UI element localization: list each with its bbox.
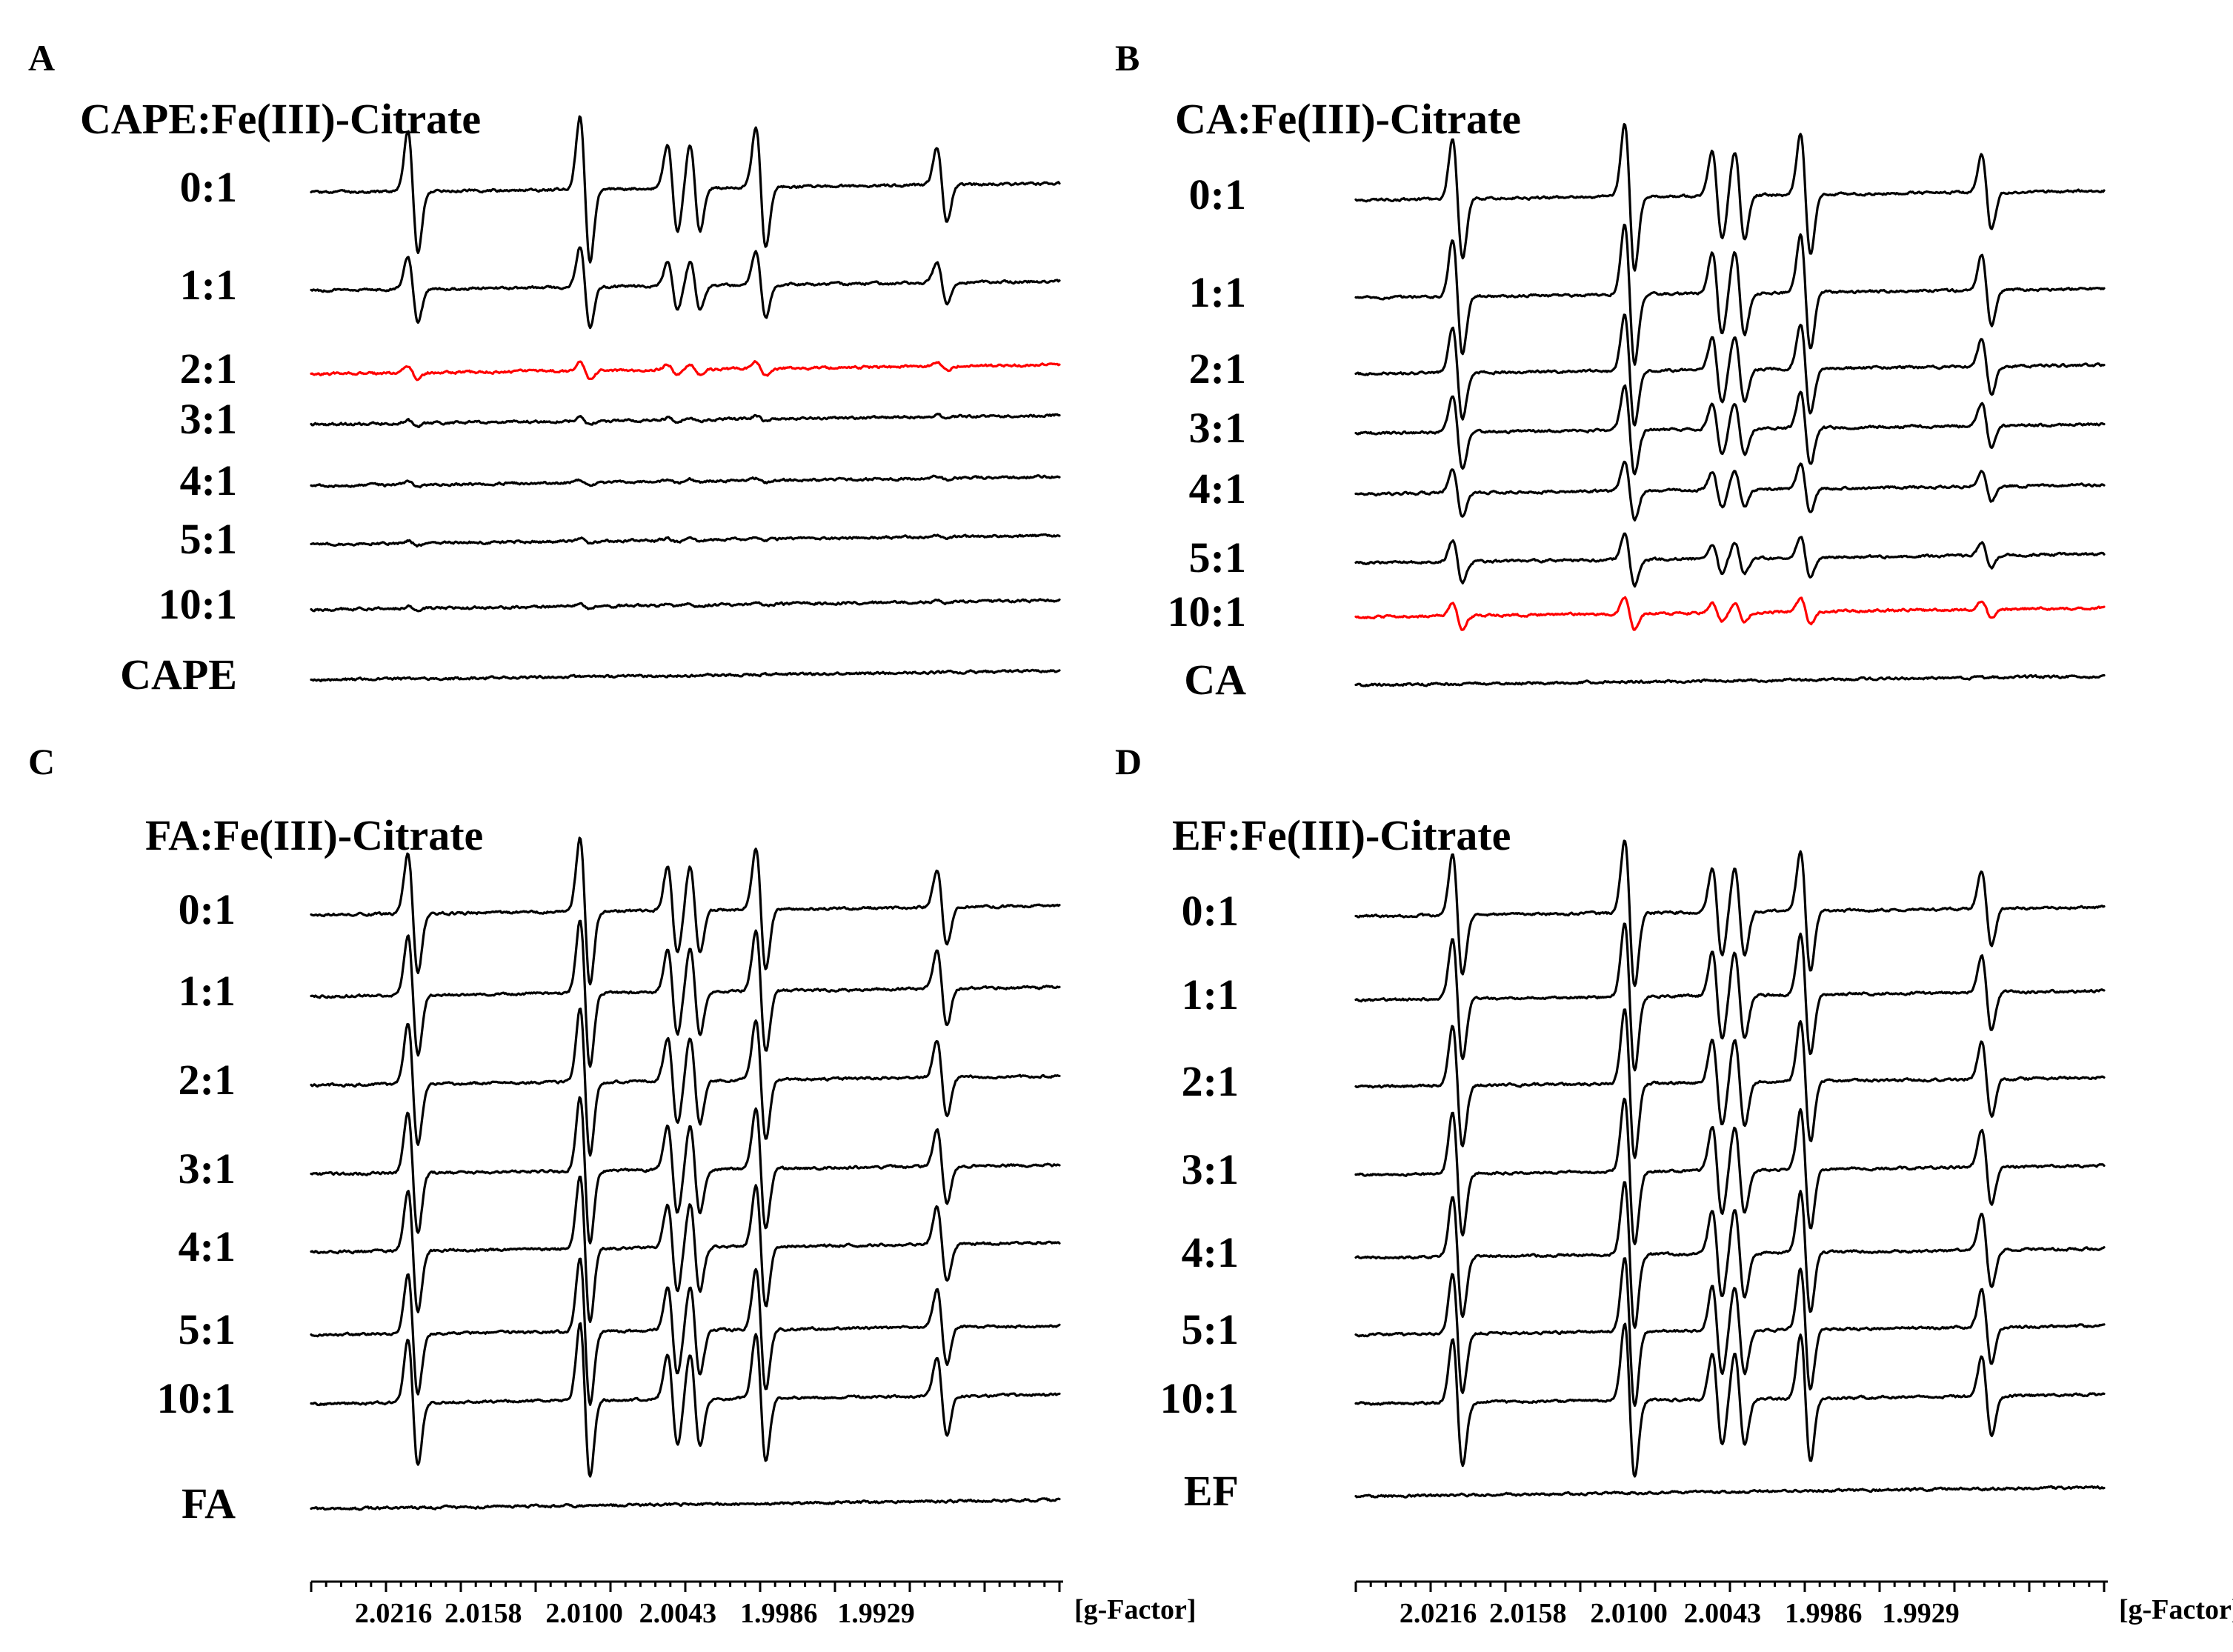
x-axis-label: [g-Factor]: [2119, 1594, 2233, 1625]
series-label: 10:1: [1168, 587, 1246, 636]
spectrum-trace: [310, 360, 1061, 382]
x-tick-label: 1.9986: [740, 1598, 818, 1629]
series-label: 10:1: [1160, 1374, 1239, 1422]
panel-title: EF:Fe(III)-Citrate: [1172, 811, 1511, 859]
spectrum-trace: [1354, 313, 2106, 427]
panel-letter: B: [1115, 37, 1139, 79]
spectrum-trace: [1354, 384, 2106, 476]
x-tick-label: 1.9929: [1882, 1598, 1960, 1629]
panel-d: D EF:Fe(III)-Citrate 0:1 1:1 2:1 3:1 4:1 5:1 1…: [1115, 741, 2233, 1629]
series-label: 1:1: [1189, 268, 1246, 316]
spectrum-trace: [310, 246, 1061, 330]
series-label: 0:1: [179, 885, 236, 933]
panel-title: CA:Fe(III)-Citrate: [1175, 95, 1521, 143]
series-label: FA: [182, 1479, 236, 1528]
panel-letter: C: [28, 741, 55, 782]
spectrum-trace: [310, 1322, 1061, 1478]
series-label: 1:1: [180, 261, 237, 309]
series-label: 3:1: [180, 395, 237, 443]
x-tick-label: 1.9929: [837, 1598, 915, 1629]
spectrum-trace: [1354, 532, 2106, 588]
spectrum-trace: [1354, 223, 2106, 366]
x-tick-label: 2.0158: [1489, 1598, 1567, 1629]
series-label: 3:1: [179, 1145, 236, 1193]
spectrum-trace: [1354, 460, 2106, 522]
panel-title: FA:Fe(III)-Citrate: [145, 811, 483, 859]
spectrum-trace: [1354, 123, 2106, 272]
series-label: 2:1: [179, 1056, 236, 1104]
spectrum-trace: [310, 1176, 1061, 1323]
panel-c: C FA:Fe(III)-Citrate 0:1 1:1 2:1 3:1 4:1 5:1 1…: [28, 741, 1197, 1629]
x-tick-label: 2.0158: [445, 1598, 522, 1629]
series-label: 2:1: [1189, 344, 1246, 393]
series-label: 0:1: [180, 163, 237, 211]
x-tick-label: 2.0100: [545, 1598, 623, 1629]
series-label: 5:1: [1182, 1305, 1239, 1353]
series-label: 4:1: [1182, 1228, 1239, 1276]
spectrum-trace: [1354, 596, 2106, 631]
spectrum-trace: [1354, 1485, 2106, 1499]
x-tick-label: 2.0216: [1400, 1598, 1477, 1629]
spectrum-trace: [310, 668, 1061, 682]
series-label: 4:1: [180, 456, 237, 504]
panel-letter: D: [1115, 741, 1142, 782]
x-tick-label: 2.0043: [1684, 1598, 1762, 1629]
spectrum-trace: [310, 1096, 1061, 1245]
spectrum-trace: [310, 1497, 1061, 1511]
spectrum-trace: [310, 598, 1061, 613]
series-label: 2:1: [180, 344, 237, 393]
spectrum-trace: [310, 1007, 1061, 1157]
series-label: 5:1: [179, 1305, 236, 1353]
panel-a: A CAPE:Fe(III)-Citrate 0:1 1:1 2:13:1 4:1 5:…: [28, 37, 1061, 699]
spectrum-trace: [1354, 839, 2106, 987]
series-label: CAPE: [120, 650, 237, 699]
series-label: 3:1: [1182, 1145, 1239, 1193]
series-label: 5:1: [180, 515, 237, 563]
spectrum-trace: [310, 919, 1061, 1068]
panel-b: B CA:Fe(III)-Citrate 0:1 1:1 2:1 3:1 4:1 5:1 1…: [1115, 37, 2106, 704]
spectrum-trace: [1354, 1181, 2106, 1329]
series-label: 5:1: [1189, 533, 1246, 582]
spectrum-trace: [1354, 674, 2106, 687]
spectrum-trace: [310, 836, 1061, 986]
series-label: 0:1: [1189, 170, 1246, 219]
series-label: 1:1: [1182, 970, 1239, 1019]
spectrum-trace: [1354, 1257, 2106, 1408]
series-label: 10:1: [159, 580, 237, 628]
series-label: 0:1: [1182, 887, 1239, 935]
panel-letter: A: [28, 37, 55, 79]
spectrum-trace: [310, 1257, 1061, 1406]
x-tick-label: 2.0216: [355, 1598, 433, 1629]
series-label: 10:1: [157, 1374, 236, 1422]
spectrum-trace: [310, 474, 1061, 489]
series-label: 3:1: [1189, 404, 1246, 452]
series-label: CA: [1184, 656, 1246, 704]
series-label: 4:1: [179, 1222, 236, 1270]
x-tick-label: 2.0100: [1590, 1598, 1668, 1629]
spectrum-trace: [1354, 1322, 2106, 1478]
panel-title: CAPE:Fe(III)-Citrate: [80, 95, 481, 143]
series-label: 4:1: [1189, 464, 1246, 513]
x-tick-label: 1.9986: [1785, 1598, 1863, 1629]
spectrum-trace: [310, 533, 1061, 548]
spectrum-trace: [310, 115, 1061, 264]
spectrum-trace: [310, 413, 1061, 428]
spectrum-trace: [1354, 1097, 2106, 1245]
series-label: 1:1: [179, 967, 236, 1015]
x-axis-label: [g-Factor]: [1074, 1594, 1197, 1625]
spectrum-trace: [1354, 922, 2106, 1072]
x-tick-label: 2.0043: [639, 1598, 717, 1629]
series-label: 2:1: [1182, 1057, 1239, 1105]
spectrum-trace: [1354, 1008, 2106, 1159]
series-label: EF: [1184, 1467, 1239, 1515]
